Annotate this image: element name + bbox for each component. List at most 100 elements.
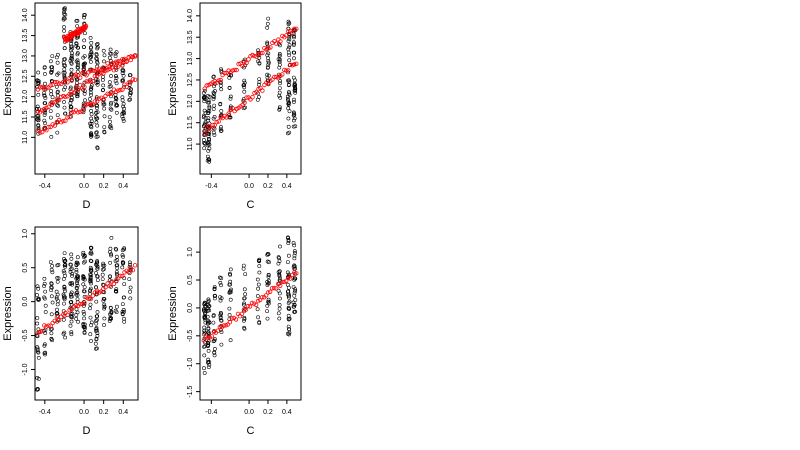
observed-point xyxy=(74,285,79,290)
observed-point xyxy=(69,252,74,257)
observed-point xyxy=(62,70,67,75)
observed-point xyxy=(49,115,53,120)
observed-point xyxy=(36,80,40,85)
observed-point xyxy=(219,87,224,92)
fitted-point xyxy=(35,330,41,336)
observed-point xyxy=(206,359,211,364)
observed-point xyxy=(101,75,105,79)
y-axis-title: Expression xyxy=(2,286,14,340)
fitted-point xyxy=(260,88,265,93)
fitted-point xyxy=(83,23,89,29)
observed-point xyxy=(56,276,61,281)
fitted-point xyxy=(120,274,125,279)
observed-point xyxy=(265,42,270,46)
observed-point xyxy=(75,69,80,74)
observed-point xyxy=(69,55,74,60)
observed-point xyxy=(50,68,55,73)
observed-point xyxy=(277,93,282,98)
fitted-point xyxy=(218,77,223,83)
observed-point xyxy=(207,320,212,325)
observed-point xyxy=(277,296,282,301)
observed-point xyxy=(82,15,87,20)
observed-point xyxy=(69,330,74,335)
fitted-point xyxy=(124,59,129,64)
fitted-point xyxy=(249,300,255,306)
observed-point xyxy=(286,301,291,305)
observed-point xyxy=(206,348,211,353)
observed-point xyxy=(202,95,207,100)
observed-point xyxy=(49,331,54,336)
observed-point xyxy=(257,320,262,325)
observed-point xyxy=(88,332,93,337)
fitted-point xyxy=(52,99,57,105)
observed-point xyxy=(70,51,75,56)
fitted-point xyxy=(37,329,43,335)
fitted-point xyxy=(263,293,269,298)
fitted-point xyxy=(96,290,102,295)
observed-point xyxy=(69,256,74,261)
x-tick-label: 0.2 xyxy=(263,409,273,416)
fitted-point xyxy=(239,311,245,316)
fitted-point xyxy=(88,296,93,302)
observed-point xyxy=(277,273,282,278)
fitted-point xyxy=(132,77,138,82)
observed-point xyxy=(218,102,223,107)
fitted-point xyxy=(222,70,227,76)
fitted-point xyxy=(290,62,295,68)
observed-point xyxy=(89,116,94,121)
fitted-point xyxy=(274,286,279,291)
observed-point xyxy=(101,88,106,92)
observed-point xyxy=(202,302,207,307)
observed-point xyxy=(62,7,67,12)
observed-point xyxy=(286,22,291,27)
fitted-point xyxy=(205,335,210,341)
fitted-point xyxy=(274,41,279,46)
observed-point xyxy=(286,90,291,94)
observed-point xyxy=(42,101,47,106)
observed-point xyxy=(227,282,232,287)
observed-point xyxy=(70,282,75,287)
fitted-point xyxy=(99,70,104,75)
observed-point xyxy=(287,307,292,311)
observed-point xyxy=(83,31,87,36)
fitted-point xyxy=(44,324,49,329)
observed-point xyxy=(241,83,246,87)
observed-point xyxy=(49,281,54,286)
observed-point xyxy=(94,337,99,342)
observed-point xyxy=(293,298,298,302)
observed-point xyxy=(286,285,291,290)
observed-point xyxy=(43,342,47,347)
observed-point xyxy=(75,261,80,266)
fitted-point xyxy=(130,77,136,82)
observed-point xyxy=(291,285,296,290)
observed-point xyxy=(63,111,68,116)
observed-point xyxy=(42,93,47,98)
observed-point xyxy=(89,41,94,45)
observed-point xyxy=(100,277,105,282)
fitted-point xyxy=(73,85,79,90)
fitted-point xyxy=(48,101,53,106)
observed-point xyxy=(212,84,216,89)
observed-point xyxy=(292,290,297,295)
y-axis-title: Expression xyxy=(167,286,179,340)
observed-point xyxy=(75,92,80,97)
fitted-point xyxy=(67,114,72,120)
fitted-point xyxy=(250,94,255,100)
observed-point xyxy=(265,252,270,257)
fitted-point xyxy=(82,84,87,90)
observed-point xyxy=(219,324,224,328)
observed-point xyxy=(75,283,80,288)
observed-point xyxy=(228,338,233,343)
observed-point xyxy=(35,114,40,118)
observed-point xyxy=(285,97,290,101)
fitted-point xyxy=(77,75,83,80)
observed-point xyxy=(286,78,291,83)
observed-point xyxy=(43,310,48,314)
observed-point xyxy=(291,300,296,305)
observed-point xyxy=(293,288,298,293)
plot-frame xyxy=(34,2,139,175)
observed-point xyxy=(89,250,94,255)
fitted-point xyxy=(59,94,64,100)
observed-point xyxy=(75,65,80,70)
x-tick-label: 0.0 xyxy=(79,409,89,416)
